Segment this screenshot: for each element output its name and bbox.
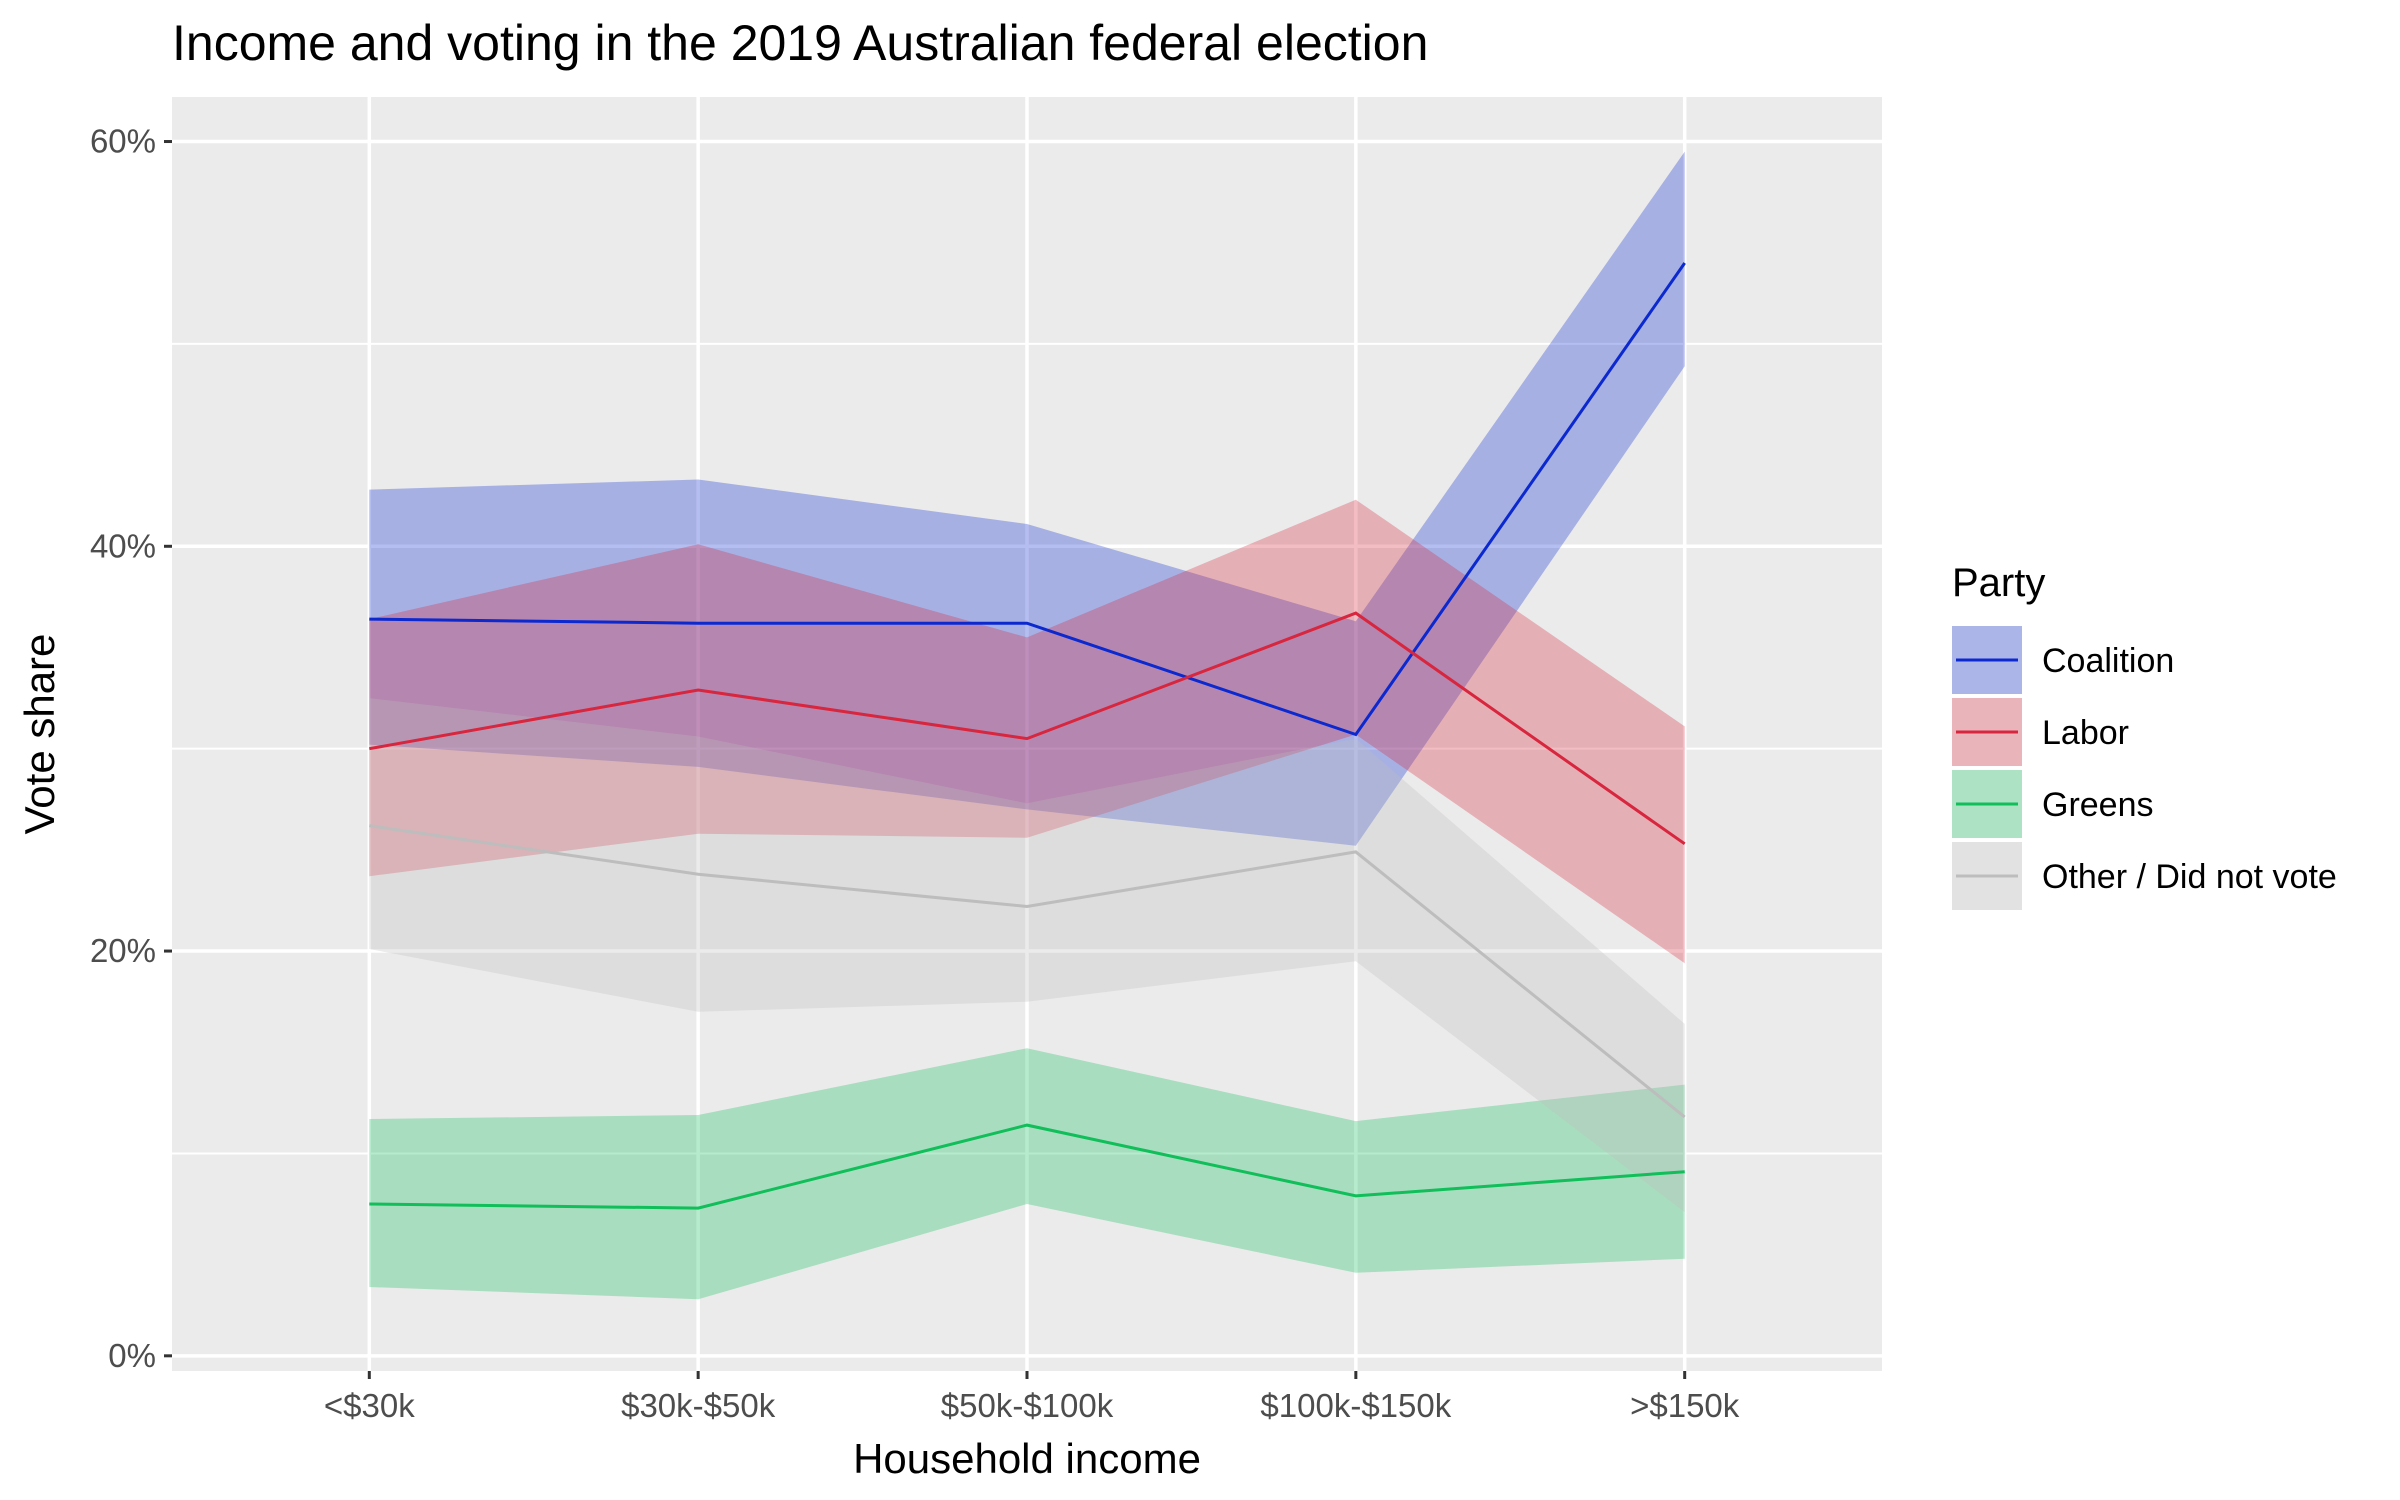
chart-title: Income and voting in the 2019 Australian…: [172, 15, 1429, 71]
x-tick-label: $50k-$100k: [941, 1387, 1114, 1424]
legend-label: Coalition: [2042, 642, 2174, 680]
y-tick-label: 40%: [90, 527, 156, 564]
series-lines: [369, 262, 1686, 1210]
x-tick-label: $100k-$150k: [1260, 1387, 1451, 1424]
y-tick-label: 60%: [90, 123, 156, 160]
x-tick-label: >$150k: [1630, 1387, 1740, 1424]
axes: 0% 20% 40% 60% <$30k $30k-$50k $50k-$100k $100k…: [90, 123, 1740, 1424]
band-coalition: [369, 151, 1685, 846]
line-greens: [369, 1123, 1685, 1210]
band-labor: [369, 499, 1685, 964]
y-axis-title: Vote share: [16, 634, 63, 835]
line-labor: [369, 611, 1686, 846]
band-other-did-not-vote: [369, 698, 1685, 1213]
legend: Party Coalition Labor Greens Other / Did no…: [1952, 561, 2337, 910]
legend-label: Labor: [2042, 714, 2129, 752]
x-tick-label: $30k-$50k: [621, 1387, 776, 1424]
x-tick-label: <$30k: [324, 1387, 415, 1424]
band-greens: [369, 1048, 1685, 1300]
y-tick-label: 0%: [108, 1337, 156, 1374]
legend-label: Other / Did not vote: [2042, 858, 2337, 896]
y-tick-label: 20%: [90, 932, 156, 969]
legend-label: Greens: [2042, 786, 2154, 824]
line-other-did-not-vote: [369, 824, 1686, 1119]
x-axis-title: Household income: [853, 1435, 1201, 1482]
confidence-bands: [369, 151, 1685, 1300]
legend-title: Party: [1952, 561, 2045, 605]
line-coalition: [369, 262, 1686, 737]
